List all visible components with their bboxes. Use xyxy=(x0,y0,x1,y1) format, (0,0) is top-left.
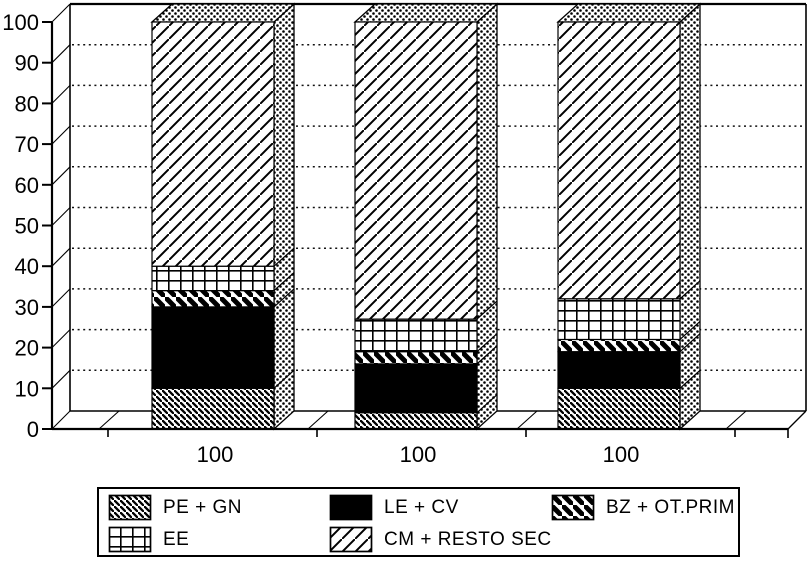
segment-pe-gn xyxy=(354,412,478,430)
stacked-bar-3d-chart: 0 10 20 30 40 50 60 70 80 90 100 100 100 100 xyxy=(2,2,807,467)
bar-top-face xyxy=(353,3,499,23)
legend-swatch-stripe-backslash xyxy=(551,494,595,521)
y-tick-label: 100 xyxy=(2,10,39,35)
segment-ee xyxy=(151,265,275,292)
x-axis-floor xyxy=(52,410,807,438)
legend-label: LE + CV xyxy=(384,496,459,518)
legend-item: EE xyxy=(108,526,189,553)
bar-side-face xyxy=(476,2,498,431)
bar-top-face xyxy=(150,3,296,23)
segment-ee xyxy=(557,298,681,341)
legend-label: EE xyxy=(163,528,190,550)
bar-category-0 xyxy=(150,2,296,431)
segment-cm-resto-sec xyxy=(354,21,478,320)
category-label: 100 xyxy=(197,442,234,467)
y-tick-label: 10 xyxy=(15,376,39,401)
segment-pe-gn xyxy=(557,387,681,430)
legend-item: PE + GN xyxy=(108,494,242,521)
legend-item: CM + RESTO SEC xyxy=(329,526,552,553)
segment-le-cv xyxy=(151,306,275,389)
y-tick-label: 20 xyxy=(15,336,39,361)
segment-bz-ot-prim xyxy=(354,351,478,365)
legend-swatch-hatch-backslash-dense xyxy=(108,494,152,521)
legend-item: LE + CV xyxy=(329,494,459,521)
segment-ee xyxy=(354,318,478,353)
y-tick-label: 70 xyxy=(15,132,39,157)
segment-pe-gn xyxy=(151,387,275,430)
bar-side-face xyxy=(679,2,701,431)
segment-le-cv xyxy=(557,351,681,389)
legend-label: CM + RESTO SEC xyxy=(384,528,552,550)
y-tick-label: 60 xyxy=(15,173,39,198)
legend-label: PE + GN xyxy=(163,496,242,518)
legend-swatch-hatch-slash xyxy=(329,526,373,553)
y-tick-label: 90 xyxy=(15,51,39,76)
bar-category-2 xyxy=(556,2,702,431)
category-label: 100 xyxy=(400,442,437,467)
x-axis-labels: 100 100 100 xyxy=(197,442,640,467)
segment-cm-resto-sec xyxy=(557,21,681,300)
legend-swatch-solid-black xyxy=(329,494,373,521)
segment-le-cv xyxy=(354,363,478,414)
y-tick-label: 30 xyxy=(15,295,39,320)
y-tick-label: 50 xyxy=(15,214,39,239)
segment-cm-resto-sec xyxy=(151,21,275,267)
legend-item: BZ + OT.PRIM xyxy=(551,494,735,521)
segment-bz-ot-prim xyxy=(151,290,275,308)
chart-legend: PE + GN LE + CV BZ + OT.PRIM EE CM + RESTO S… xyxy=(97,487,740,557)
y-axis-labels: 0 10 20 30 40 50 60 70 80 90 100 xyxy=(2,10,39,442)
y-tick-label: 0 xyxy=(27,417,39,442)
y-axis xyxy=(42,3,71,430)
legend-label: BZ + OT.PRIM xyxy=(606,496,735,518)
category-label: 100 xyxy=(603,442,640,467)
y-tick-label: 80 xyxy=(15,91,39,116)
y-tick-label: 40 xyxy=(15,254,39,279)
bar-top-face xyxy=(556,3,702,23)
legend-swatch-grid xyxy=(108,526,152,553)
bar-category-1 xyxy=(353,2,499,431)
segment-bz-ot-prim xyxy=(557,338,681,353)
bar-side-face xyxy=(273,2,295,431)
